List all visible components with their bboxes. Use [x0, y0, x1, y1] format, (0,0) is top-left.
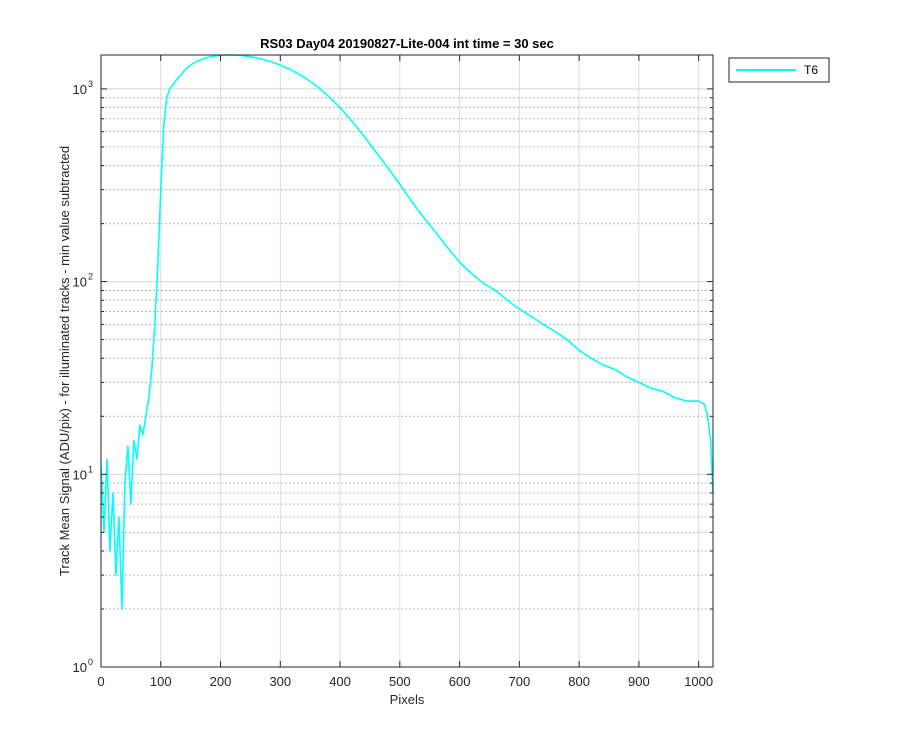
x-tick-label: 400 [329, 674, 351, 689]
x-tick-label: 800 [568, 674, 590, 689]
y-tick-label-exponent: 3 [88, 79, 93, 89]
y-tick-label-base: 10 [73, 82, 87, 97]
series-line-t6 [100, 54, 714, 610]
x-tick-label: 700 [509, 674, 531, 689]
x-axis-label: Pixels [390, 692, 425, 707]
y-tick-label-base: 10 [73, 467, 87, 482]
y-tick-label-exponent: 1 [88, 464, 93, 474]
x-tick-label: 100 [150, 674, 172, 689]
y-tick-label-base: 10 [73, 275, 87, 290]
y-tick-label-base: 10 [73, 660, 87, 675]
plot-area-frame [100, 54, 714, 668]
chart-title: RS03 Day04 20190827-Lite-004 int time = … [260, 36, 554, 51]
x-tick-label: 300 [269, 674, 291, 689]
grid-layer [100, 55, 713, 667]
data-layer [100, 54, 714, 610]
x-tick-label: 600 [449, 674, 471, 689]
x-tick-label: 500 [389, 674, 411, 689]
y-tick-label-exponent: 0 [88, 657, 93, 667]
y-tick-label-exponent: 2 [88, 272, 93, 282]
legend-label-t6: T6 [804, 63, 818, 77]
x-tick-label: 900 [628, 674, 650, 689]
legend: T6 [728, 57, 830, 83]
x-tick-label: 200 [210, 674, 232, 689]
x-tick-label: 0 [97, 674, 104, 689]
x-tick-label: 1000 [684, 674, 713, 689]
y-axis-label: Track Mean Signal (ADU/pix) - for illumi… [57, 146, 72, 576]
